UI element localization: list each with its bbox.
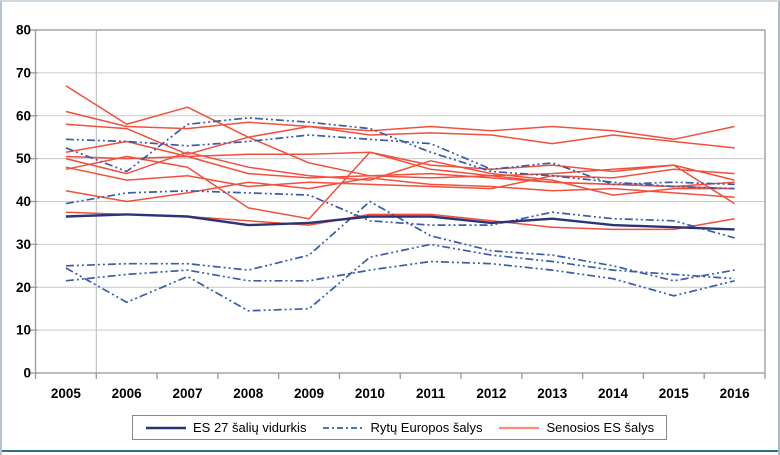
series-line-rytu-6: [65, 260, 735, 297]
series-line-senosios-9: [65, 177, 735, 203]
y-axis-label-40: 40: [16, 194, 31, 209]
x-axis-label-2011: 2011: [416, 386, 446, 401]
x-axis-label-2009: 2009: [294, 386, 324, 401]
x-axis-label-2005: 2005: [51, 386, 82, 401]
x-axis-label-2013: 2013: [537, 386, 568, 401]
series-line-rytu-4: [65, 200, 735, 282]
y-axis-label-10: 10: [16, 323, 31, 338]
x-axis-label-2008: 2008: [233, 386, 264, 401]
series-line-es27-average: [65, 213, 735, 231]
y-axis-label-60: 60: [16, 108, 31, 123]
y-axis-label-0: 0: [23, 366, 31, 381]
bottom-divider: [2, 450, 778, 452]
x-axis-label-2014: 2014: [598, 386, 629, 401]
x-axis-label-2007: 2007: [172, 386, 202, 401]
y-axis-label-70: 70: [16, 65, 31, 80]
series-line-senosios-3: [65, 123, 735, 156]
s-es27-svg: [146, 426, 186, 429]
series-line-senosios-4: [65, 140, 735, 181]
legend-label-es27: ES 27 šalių vidurkis: [193, 420, 307, 435]
legend-sample-es27-line: [145, 424, 187, 432]
x-axis-label-2016: 2016: [720, 386, 751, 401]
series-line-senosios-7: [65, 166, 735, 190]
y-axis-label-20: 20: [16, 280, 31, 295]
series-line-rytu-5: [65, 243, 735, 312]
s-senosios-svg: [499, 426, 540, 429]
s-rytu-svg: [323, 426, 364, 429]
y-axis-label-80: 80: [16, 23, 31, 38]
series-line-senosios-8: [65, 151, 736, 220]
legend: ES 27 šalių vidurkis Rytų Europos šalys …: [132, 415, 668, 440]
x-axis-label-2015: 2015: [659, 386, 690, 401]
series-line-rytu-2: [65, 134, 735, 186]
x-axis-label-2010: 2010: [355, 386, 385, 401]
legend-sample-senosios-line: [498, 424, 540, 432]
x-axis-label-2006: 2006: [112, 386, 143, 401]
series-line-senosios-2: [65, 110, 735, 141]
y-axis-label-50: 50: [16, 151, 31, 166]
x-axis-label-2012: 2012: [476, 386, 506, 401]
y-axis-label-30: 30: [16, 237, 31, 252]
series-line-rytu-1: [65, 117, 735, 190]
series-line-senosios-6: [65, 151, 735, 196]
legend-label-senosios: Senosios ES šalys: [546, 420, 655, 435]
legend-sample-rytu-line: [322, 424, 364, 432]
series-line-rytu-3: [65, 189, 735, 239]
legend-label-rytu: Rytų Europos šalys: [370, 420, 483, 435]
